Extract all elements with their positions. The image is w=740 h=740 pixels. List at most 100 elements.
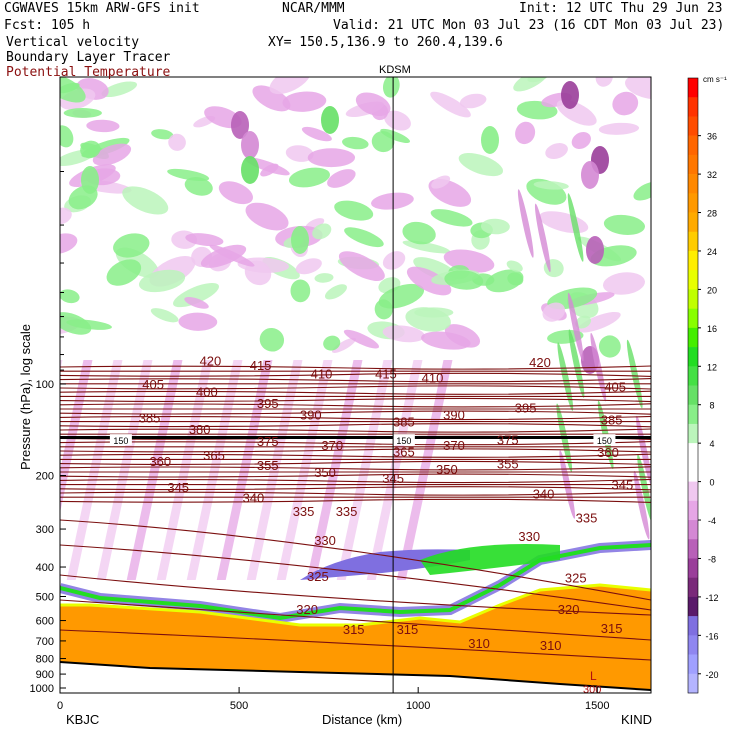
theta-label: 325 [565, 571, 587, 586]
w-blob [259, 327, 285, 352]
w-blob [66, 319, 112, 330]
colorbar-bin [688, 654, 698, 675]
w-blob [633, 181, 651, 201]
colorbar-tick-label: -16 [705, 631, 718, 641]
w-blob [603, 214, 645, 235]
theta-label: 375 [257, 434, 279, 449]
theta-label: 310 [468, 636, 490, 651]
w-blob [506, 260, 523, 272]
theta-label: 340 [243, 490, 265, 505]
w-blob [598, 335, 621, 358]
colorbar-bin [688, 154, 698, 175]
colorbar-bin [688, 404, 698, 425]
w-blob [380, 128, 410, 144]
surface-theta-label: 300 [583, 684, 601, 696]
w-blob [209, 244, 255, 267]
theta-label: 330 [314, 533, 336, 548]
theta-label: 410 [422, 371, 444, 386]
field-vertical-velocity: Vertical velocity [6, 35, 140, 50]
theta-contour [60, 519, 651, 601]
w-blob [200, 244, 247, 268]
w-blob [602, 272, 645, 295]
colorbar-bin [688, 308, 698, 329]
w-blob [60, 233, 78, 254]
colorbar-tick-label: 4 [709, 439, 714, 449]
w-blob [338, 251, 385, 281]
theta-label: 405 [142, 377, 164, 392]
w-band [126, 360, 183, 580]
theta-label: 380 [189, 422, 211, 437]
theta-label: 415 [250, 358, 272, 373]
w-blob [344, 227, 384, 248]
colorbar-bin [688, 97, 698, 117]
w-blob [60, 207, 72, 225]
theta-label: 350 [314, 465, 336, 480]
w-blob [60, 82, 80, 94]
x-tick-label: 500 [230, 700, 248, 712]
plot-area: 420 415 410 415 410 420 405 400 395 390 385 390 395 4… [60, 77, 651, 696]
w-blob [218, 181, 253, 205]
w-blob [167, 168, 210, 181]
w-blob [625, 77, 651, 100]
plot-frame [59, 76, 652, 694]
theta-contour [60, 466, 651, 471]
w-blob [343, 329, 380, 349]
theta-label: 365 [203, 448, 225, 463]
w-blob [285, 145, 314, 162]
w-streak [626, 339, 643, 409]
w-blob [598, 122, 640, 135]
theta-contour [60, 423, 651, 428]
colorbar-tick-label: 8 [709, 401, 714, 411]
theta-label: 345 [611, 477, 633, 492]
forecast-hour: Fcst: 105 h [4, 18, 91, 33]
colorbar-bin [688, 270, 698, 290]
w-core [241, 131, 259, 159]
w-band [96, 360, 153, 580]
w-blob [282, 91, 327, 112]
w-core [231, 111, 249, 139]
w-blob [612, 91, 639, 116]
w-blob [63, 108, 102, 118]
w-blob [106, 259, 142, 286]
theta-label: 420 [200, 354, 222, 369]
w-blob [458, 153, 504, 177]
colorbar-bin [688, 673, 698, 694]
w-blob [101, 81, 138, 98]
w-core [481, 126, 499, 154]
w-blob [405, 307, 451, 332]
w-blob [138, 269, 186, 293]
w-streak [517, 189, 534, 258]
colorbar-bin [688, 443, 698, 463]
theta-contour [60, 403, 651, 408]
w-blob [173, 282, 219, 308]
theta-label: 310 [540, 638, 562, 653]
theta-label: 405 [604, 380, 626, 395]
y-tick-label: 700 [36, 636, 54, 648]
w-blob [86, 119, 120, 133]
w-core [81, 166, 99, 194]
theta-label: 320 [296, 602, 318, 617]
w-blob [260, 163, 279, 177]
w-blob [60, 125, 74, 148]
colorbar-bin [688, 174, 698, 194]
w-blob [269, 77, 311, 95]
w-band [186, 360, 243, 580]
model-title: CGWAVES 15km ARW-GFS init [4, 1, 200, 16]
theta-label: 385 [601, 413, 623, 428]
theta-label: 335 [576, 510, 598, 525]
w-core [561, 81, 579, 109]
theta-label: 360 [149, 454, 171, 469]
theta-contour [60, 486, 651, 491]
w-blob [382, 77, 400, 98]
endpoint-left: KBJC [66, 712, 100, 727]
w-blob [507, 272, 524, 286]
field-potential-temperature: Potential Temperature [6, 65, 171, 80]
boundary-layer-tracer [60, 585, 651, 693]
w-streak [637, 454, 651, 523]
w-blob [515, 121, 536, 145]
colorbar-bin [688, 289, 698, 309]
theta-label: 355 [497, 457, 519, 472]
w-blob [332, 337, 357, 353]
w-band [306, 360, 363, 580]
w-band [216, 360, 273, 580]
